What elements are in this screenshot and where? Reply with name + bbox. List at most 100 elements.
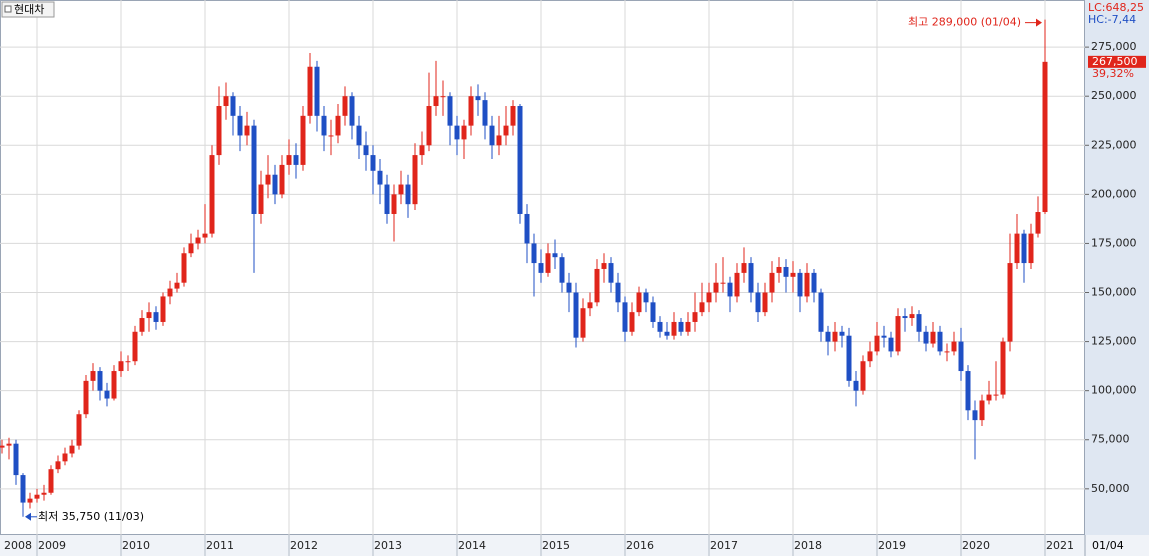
candle-body: [587, 302, 593, 309]
candle-body: [41, 492, 47, 495]
legend-label: 현대차: [14, 3, 44, 16]
candle-body: [370, 155, 376, 171]
candle-body: [503, 125, 509, 136]
candle-body: [545, 253, 551, 273]
candle-body: [118, 361, 124, 372]
candle-body: [139, 318, 145, 332]
candle-body: [6, 443, 12, 446]
last-date-label: 01/04: [1092, 539, 1124, 552]
candle-body: [804, 272, 810, 297]
candle-body: [755, 292, 761, 313]
candle-body: [692, 312, 698, 322]
candle-body: [328, 135, 334, 137]
candle-body: [55, 461, 61, 470]
x-tick-label: 2021: [1046, 539, 1074, 552]
candle-body: [440, 96, 446, 98]
candle-body: [776, 266, 782, 273]
candle-body: [167, 288, 173, 297]
candle-body: [1035, 212, 1041, 234]
candle-body: [615, 282, 621, 303]
x-tick-label: 2017: [710, 539, 738, 552]
x-axis-panel: [0, 535, 1149, 556]
candle-body: [594, 268, 600, 303]
candle-body: [636, 292, 642, 313]
candle-body: [867, 351, 873, 362]
candle-body: [559, 257, 565, 283]
candle-body: [405, 184, 411, 205]
candle-body: [1021, 233, 1027, 264]
x-tick-label: 2008: [4, 539, 32, 552]
candle-body: [363, 145, 369, 156]
candle-body: [713, 282, 719, 293]
candle-body: [951, 341, 957, 352]
candle-body: [496, 135, 502, 146]
candle-body: [930, 331, 936, 344]
candle-body: [62, 453, 68, 462]
candle-body: [307, 66, 313, 116]
candle-body: [223, 96, 229, 107]
candle-body: [524, 213, 530, 244]
labels: 50,000 75,000 100,000 125,000 150,000 175,000…: [4, 16, 1146, 552]
candle-body: [853, 380, 859, 391]
candle-body: [391, 194, 397, 214]
candle-body: [426, 106, 432, 146]
x-tick-label: 2013: [374, 539, 402, 552]
candle-body: [342, 96, 348, 116]
candle-body: [678, 321, 684, 332]
high-annotation: 최고 289,000 (01/04): [908, 16, 1021, 29]
y-tick-label: 150,000: [1091, 286, 1137, 299]
candle-body: [286, 155, 292, 165]
candle-body: [1000, 341, 1006, 395]
candle-body: [538, 263, 544, 273]
candle-body: [720, 282, 726, 284]
candle-body: [818, 292, 824, 332]
x-tick-label: 2018: [794, 539, 822, 552]
x-tick-label: 2009: [38, 539, 66, 552]
candle-body: [293, 155, 299, 165]
candle-body: [454, 125, 460, 140]
candle-body: [48, 469, 54, 493]
candle-body: [888, 337, 894, 352]
candle-body: [335, 115, 341, 136]
candle-body: [685, 321, 691, 332]
indicator-hc: HC:-7,44: [1088, 13, 1136, 26]
y-tick-label: 225,000: [1091, 138, 1137, 151]
candle-body: [881, 335, 887, 338]
candle-body: [671, 321, 677, 336]
candle-body: [398, 184, 404, 195]
x-tick-label: 2010: [122, 539, 150, 552]
candle-body: [860, 361, 866, 391]
candle-body: [90, 371, 96, 381]
candle-body: [664, 331, 670, 336]
candle-body: [895, 316, 901, 352]
candle-body: [608, 263, 614, 283]
candle-body: [657, 321, 663, 332]
high-arrowhead: [1036, 18, 1042, 27]
candle-body: [566, 282, 572, 293]
candle-body: [937, 331, 943, 352]
candle-body: [181, 253, 187, 283]
candle-body: [1042, 61, 1048, 213]
candle-body: [769, 272, 775, 293]
candle-body: [83, 380, 89, 415]
candle-body: [447, 96, 453, 126]
candle-body: [622, 302, 628, 332]
plot-border: [0, 0, 1085, 535]
candle-body: [237, 115, 243, 136]
y-tick-label: 200,000: [1091, 187, 1137, 200]
last-change-label: 39,32%: [1092, 67, 1134, 80]
candle-body: [531, 243, 537, 264]
candle-body: [97, 371, 103, 391]
candle-body: [902, 316, 908, 319]
candle-body: [811, 272, 817, 293]
candle-body: [706, 292, 712, 303]
candle-body: [153, 312, 159, 322]
candle-body: [699, 302, 705, 313]
candle-body: [727, 282, 733, 297]
candle-body: [489, 125, 495, 146]
grid: [0, 0, 1089, 556]
candle-body: [258, 184, 264, 214]
